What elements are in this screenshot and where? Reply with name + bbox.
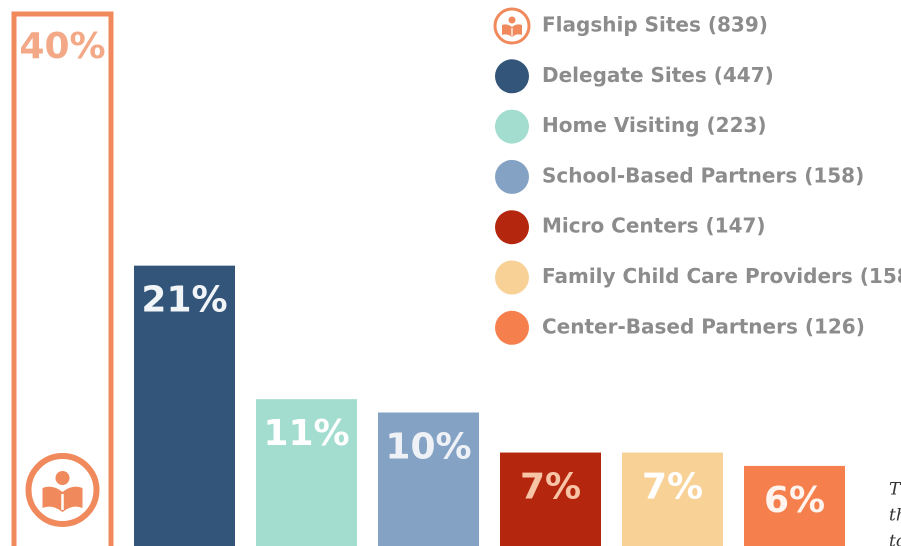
annotation: th <box>889 506 901 526</box>
bar <box>11 11 114 546</box>
value-label: 21% <box>141 280 227 321</box>
annotation: to <box>889 532 901 546</box>
bar <box>744 465 845 546</box>
legend-swatch <box>495 59 529 94</box>
legend-swatch <box>495 159 529 194</box>
legend-label: Delegate Sites (447) <box>542 63 774 87</box>
legend-swatch <box>495 210 529 245</box>
value-label: 10% <box>385 427 471 468</box>
legend-label: Micro Centers (147) <box>542 214 766 238</box>
legend-label: School-Based Partners (158) <box>542 163 864 187</box>
bar <box>256 399 357 546</box>
value-label: 7% <box>520 467 581 508</box>
legend-swatch <box>495 310 529 345</box>
value-label: 11% <box>263 413 349 454</box>
legend-swatch <box>495 260 529 295</box>
value-label: 6% <box>764 480 825 521</box>
legend-label: Center-Based Partners (126) <box>542 314 865 338</box>
value-label: 7% <box>642 467 703 508</box>
bar <box>134 265 235 546</box>
legend-label: Family Child Care Providers (158) <box>542 264 901 288</box>
legend-swatch <box>495 109 529 144</box>
legend-label: Home Visiting (223) <box>542 113 767 137</box>
legend-icon-shape <box>493 7 531 45</box>
value-label: 40% <box>19 26 105 67</box>
annotation: T <box>889 480 901 500</box>
legend-label: Flagship Sites (839) <box>542 13 768 37</box>
bar <box>500 452 601 546</box>
bar <box>378 412 479 546</box>
legend-icon <box>493 7 531 45</box>
bar <box>622 452 723 546</box>
